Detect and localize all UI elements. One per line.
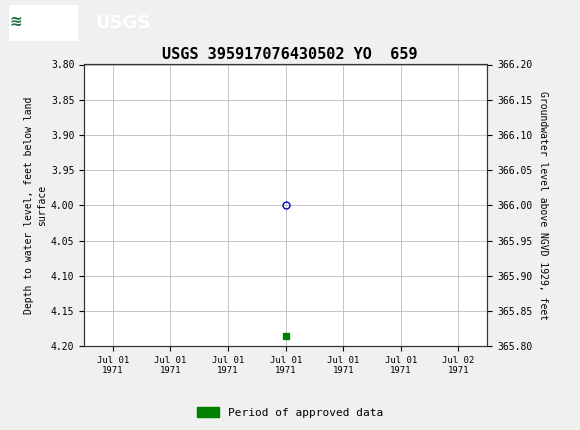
Bar (9, 4, 78, 41)
Legend: Period of approved data: Period of approved data (193, 403, 387, 422)
Text: USGS: USGS (96, 14, 151, 31)
Y-axis label: Depth to water level, feet below land
surface: Depth to water level, feet below land su… (24, 97, 47, 314)
Y-axis label: Groundwater level above NGVD 1929, feet: Groundwater level above NGVD 1929, feet (538, 91, 548, 320)
Text: USGS 395917076430502 YO  659: USGS 395917076430502 YO 659 (162, 47, 418, 62)
Text: ≋: ≋ (9, 14, 22, 29)
